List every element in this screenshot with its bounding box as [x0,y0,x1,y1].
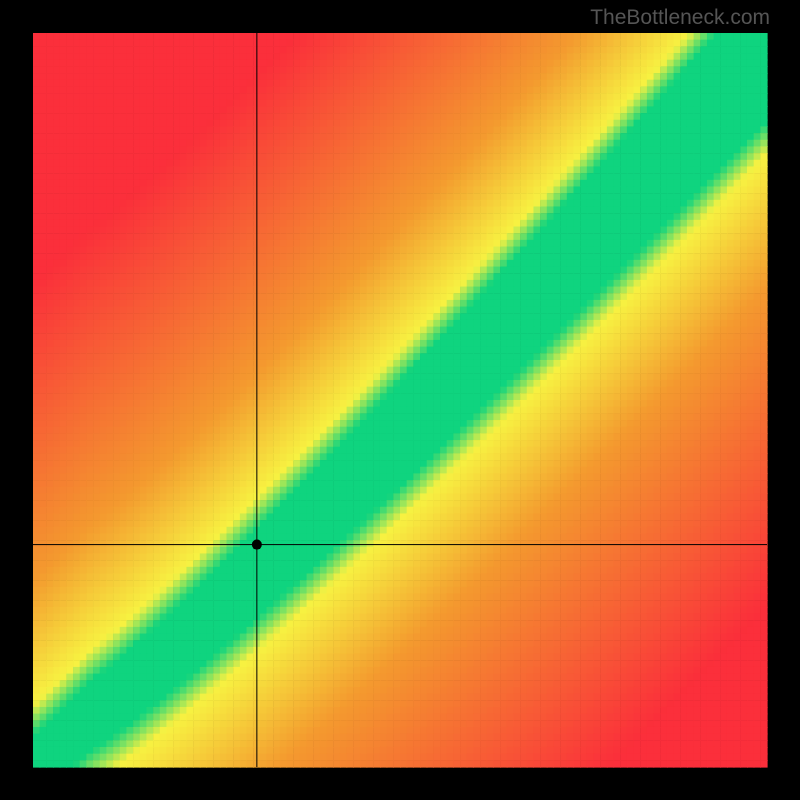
bottleneck-heatmap [0,0,800,800]
watermark-text: TheBottleneck.com [590,6,770,30]
chart-container: TheBottleneck.com [0,0,800,800]
